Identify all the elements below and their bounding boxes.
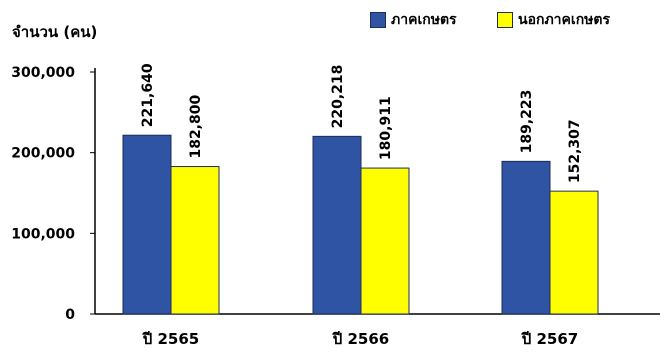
legend-label-non-agricultural: นอกภาคเกษตร [518,12,611,28]
bar-agricultural-1 [312,135,362,315]
x-tick-label-0: ปี 2565 [142,330,199,348]
bar-non-agricultural-2 [549,190,599,315]
x-tick-label-2: ปี 2567 [521,330,578,348]
legend-item-agricultural: ภาคเกษตร [370,9,457,31]
data-label-agricultural-2: 189,223 [519,90,535,154]
bar-agricultural-0 [122,134,172,315]
data-label-non-agricultural-0: 182,800 [188,95,204,159]
x-tick-label-1: ปี 2566 [332,330,389,348]
y-tick-label-2: 200,000 [11,146,75,162]
data-label-agricultural-1: 220,218 [330,65,346,129]
bar-non-agricultural-1 [360,167,410,315]
legend-item-non-agricultural: นอกภาคเกษตร [497,9,610,31]
bar-non-agricultural-0 [170,166,220,315]
y-tick-label-3: 300,000 [11,65,75,81]
legend-label-agricultural: ภาคเกษตร [391,12,457,28]
y-tick-label-1: 100,000 [11,226,75,242]
y-axis-title: จำนวน (คน) [12,23,98,41]
bar-agricultural-2 [501,160,551,315]
data-label-non-agricultural-1: 180,911 [378,96,394,160]
data-label-agricultural-0: 221,640 [140,63,156,127]
legend-swatch-agricultural [370,12,386,28]
y-tick-label-0: 0 [65,307,75,323]
legend-swatch-non-agricultural [497,12,513,28]
data-label-non-agricultural-2: 152,307 [567,119,583,183]
